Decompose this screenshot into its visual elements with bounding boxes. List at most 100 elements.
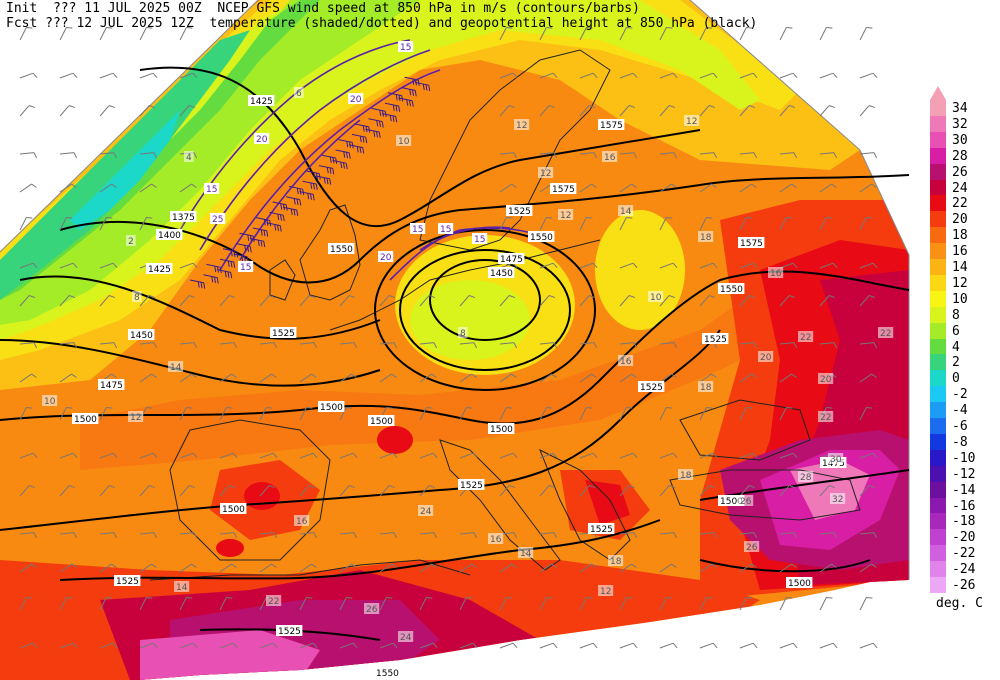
wind-barb bbox=[299, 642, 318, 649]
label-box bbox=[758, 351, 774, 362]
label-box bbox=[798, 471, 814, 482]
label-box bbox=[608, 555, 624, 566]
wind-barb bbox=[739, 27, 753, 41]
wind-barb bbox=[59, 262, 78, 269]
scale-label: 24 bbox=[952, 180, 968, 196]
wind-barb bbox=[859, 262, 878, 269]
map-label: 1500 bbox=[490, 425, 513, 435]
map-label: 14 bbox=[520, 549, 532, 559]
wind-barb bbox=[659, 532, 678, 539]
wind-barb bbox=[139, 72, 158, 79]
wind-barb bbox=[189, 279, 206, 289]
wind-barb bbox=[739, 485, 756, 497]
label-box bbox=[514, 119, 530, 130]
scale-swatch bbox=[930, 179, 946, 196]
wind-barb bbox=[179, 373, 197, 383]
wind-barb bbox=[219, 532, 238, 539]
wind-barb bbox=[819, 262, 838, 269]
wind-barb bbox=[419, 563, 437, 573]
wind-barb bbox=[499, 485, 516, 497]
wind-barb bbox=[419, 407, 433, 421]
wind-barb bbox=[259, 642, 278, 649]
map-label: 16 bbox=[770, 269, 782, 279]
wind-barb bbox=[739, 342, 758, 349]
wind-barb bbox=[539, 563, 557, 573]
wind-barb bbox=[539, 452, 558, 459]
label-box bbox=[818, 373, 834, 384]
label-box bbox=[818, 411, 834, 422]
map-label: 6 bbox=[296, 89, 302, 99]
scale-swatch bbox=[930, 338, 946, 355]
wind-barb bbox=[379, 485, 396, 497]
scale-swatch bbox=[930, 545, 946, 562]
wind-barb bbox=[539, 217, 553, 231]
wind-barb bbox=[179, 452, 198, 459]
wind-barb bbox=[699, 72, 718, 79]
wind-barb bbox=[259, 373, 277, 383]
map-label: 1500 bbox=[222, 505, 245, 515]
wind-barb bbox=[368, 118, 384, 128]
wind-barb bbox=[299, 342, 318, 349]
wind-barb bbox=[699, 452, 718, 459]
wind-barb bbox=[779, 27, 793, 41]
map-label: 1525 bbox=[278, 627, 301, 637]
label-box bbox=[146, 263, 173, 274]
map-label: 12 bbox=[130, 413, 141, 423]
wind-barb bbox=[859, 452, 878, 459]
wind-barb bbox=[779, 72, 798, 79]
label-box bbox=[558, 209, 574, 220]
scale-arrow-icon bbox=[930, 86, 946, 100]
wind-barb bbox=[179, 532, 198, 539]
wind-barb bbox=[19, 152, 38, 159]
label-box bbox=[550, 183, 577, 194]
wind-barb bbox=[699, 295, 716, 307]
wind-barb bbox=[379, 373, 397, 383]
scale-swatch bbox=[930, 227, 946, 244]
wind-barb bbox=[259, 452, 278, 459]
map-label: 1525 bbox=[704, 335, 727, 345]
wind-barb bbox=[139, 642, 158, 649]
wind-barb bbox=[539, 295, 556, 307]
label-box bbox=[128, 329, 155, 340]
wind-barb bbox=[219, 258, 236, 268]
map-label: 15 bbox=[240, 263, 251, 273]
label-box bbox=[638, 381, 665, 392]
wind-barb bbox=[299, 485, 316, 497]
scale-label: -20 bbox=[952, 530, 976, 546]
scale-label: 26 bbox=[952, 164, 968, 180]
wind-barb bbox=[179, 105, 196, 117]
wind-barb bbox=[619, 563, 637, 573]
label-box bbox=[598, 585, 614, 596]
wind-barb bbox=[139, 597, 153, 611]
label-box bbox=[254, 133, 270, 144]
wind-barb bbox=[779, 597, 793, 611]
map-label: 8 bbox=[460, 329, 466, 339]
scale-label: -18 bbox=[952, 514, 976, 530]
wind-barb bbox=[288, 185, 305, 196]
wind-barb bbox=[579, 407, 593, 421]
scale-label: 16 bbox=[952, 244, 968, 260]
wind-barb bbox=[539, 373, 557, 383]
label-box bbox=[398, 631, 414, 642]
wind-barb bbox=[779, 373, 797, 383]
wind-barb bbox=[305, 170, 321, 180]
wind-barb bbox=[179, 642, 198, 649]
map-label: 1525 bbox=[460, 481, 483, 491]
wind-barb bbox=[379, 295, 396, 307]
wind-barb bbox=[219, 342, 238, 349]
wind-barb bbox=[379, 563, 397, 573]
wind-barb bbox=[779, 563, 797, 573]
wind-barb bbox=[19, 183, 37, 193]
label-box bbox=[458, 327, 468, 338]
wind-barb bbox=[459, 342, 478, 349]
label-box bbox=[618, 205, 634, 216]
map-label: 1525 bbox=[590, 525, 613, 535]
map-label: 20 bbox=[256, 135, 268, 145]
wind-barb bbox=[579, 152, 598, 159]
label-box bbox=[374, 667, 401, 678]
label-box bbox=[598, 119, 625, 130]
wind-barb bbox=[539, 262, 558, 269]
wind-barb bbox=[19, 217, 33, 231]
label-box bbox=[170, 211, 197, 222]
